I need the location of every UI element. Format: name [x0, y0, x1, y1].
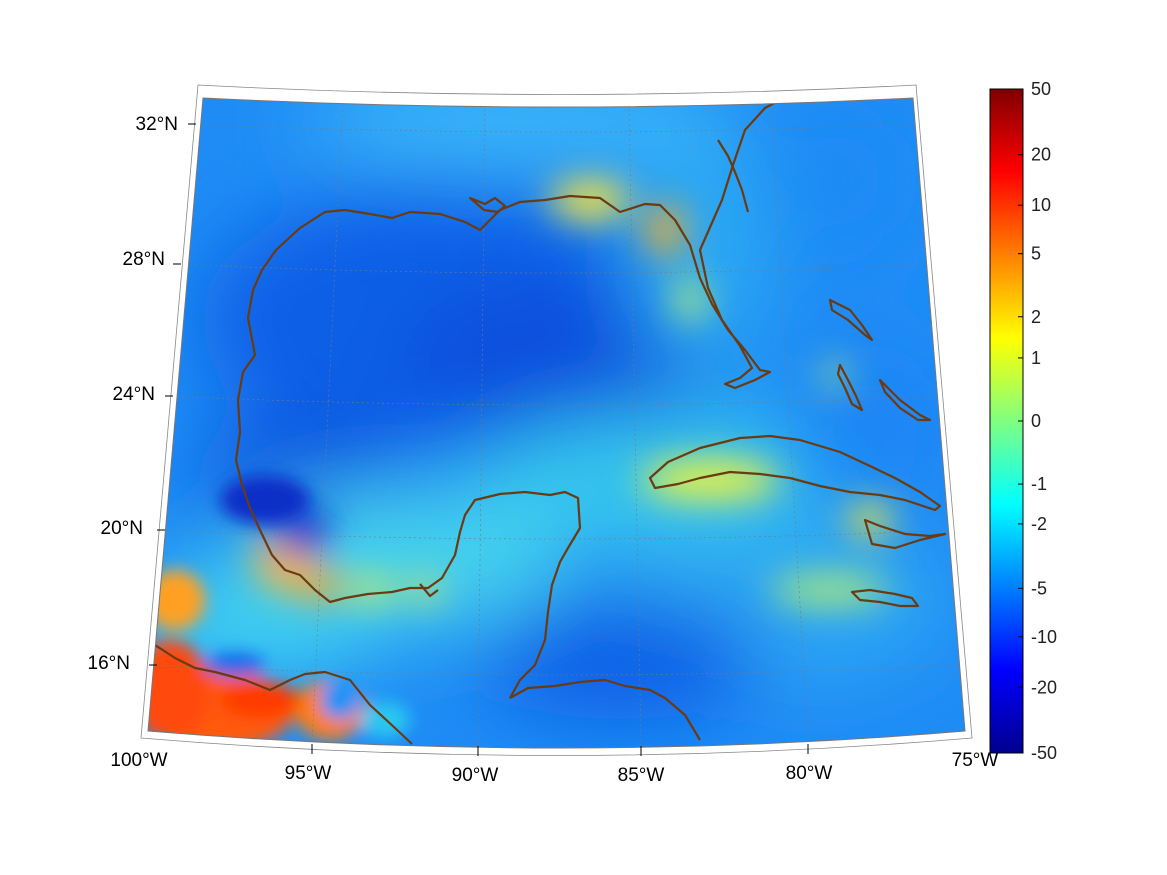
colorbar-tick-label: 5: [1031, 244, 1041, 264]
lat-label-16n: 16°N: [88, 653, 130, 674]
lat-label-20n: 20°N: [101, 518, 143, 539]
longitude-labels: 100°W 95°W 90°W 85°W 80°W 75°W: [110, 750, 998, 786]
tick-marks: [149, 123, 809, 756]
lat-label-28n: 28°N: [123, 249, 165, 270]
colorbar-tick-label: 2: [1031, 307, 1041, 327]
lon-label-90w: 90°W: [452, 765, 499, 786]
map-outer-frame: [140, 84, 973, 756]
latitude-labels: 32°N 28°N 24°N 20°N 16°N: [88, 114, 178, 674]
lat-label-32n: 32°N: [136, 114, 178, 135]
lon-label-100w: 100°W: [110, 750, 167, 771]
map-frame: [147, 97, 966, 749]
colorbar-tick-label: 0: [1031, 411, 1041, 431]
lat-label-24n: 24°N: [113, 384, 155, 405]
colorbar-tick-label: 50: [1031, 79, 1051, 99]
colorbar-tick-label: 1: [1031, 348, 1041, 368]
lon-label-85w: 85°W: [618, 765, 665, 786]
colorbar-tick-label: -2: [1031, 514, 1047, 534]
colorbar-tick-label: -20: [1031, 677, 1057, 697]
coastlines: [154, 99, 947, 745]
colorbar-gradient-bar: [989, 88, 1024, 754]
colorbar-tick-label: -50: [1031, 743, 1057, 763]
colorbar-tick-label: -1: [1031, 474, 1047, 494]
lon-label-75w: 75°W: [952, 750, 999, 771]
colorbar-tick-label: 10: [1031, 195, 1051, 215]
lon-label-80w: 80°W: [786, 763, 833, 784]
anomaly-field: [148, 98, 965, 748]
colorbar-tick-label: -5: [1031, 578, 1047, 598]
colorbar-tick-label: -10: [1031, 627, 1057, 647]
colorbar-tick-label: 20: [1031, 145, 1051, 165]
gridlines: [150, 99, 963, 747]
lon-label-95w: 95°W: [285, 763, 332, 784]
